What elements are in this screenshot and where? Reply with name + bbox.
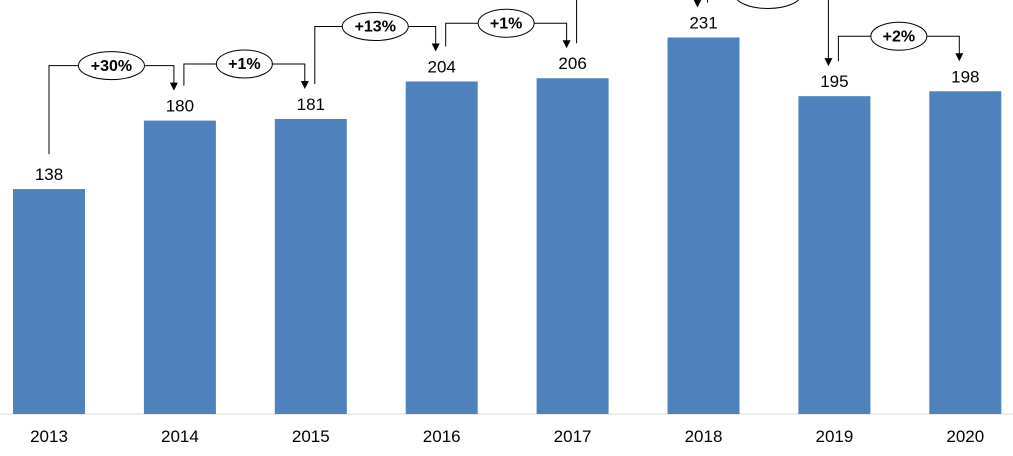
change-oval [736, 0, 799, 9]
bar-2016 [405, 81, 478, 414]
category-label-2017: 2017 [554, 427, 592, 446]
change-connector-2018-2019: -16% [707, 0, 833, 67]
value-label-2018: 231 [689, 13, 717, 32]
bar-2013 [13, 189, 85, 414]
change-label: +30% [91, 58, 132, 75]
value-labels-group: 138 180 181 204 206 231 195 198 [35, 13, 980, 184]
change-oval [341, 11, 409, 41]
category-label-2020: 2020 [946, 427, 984, 446]
change-label: +1% [490, 15, 522, 32]
value-label-2020: 198 [951, 67, 979, 86]
arrow-head-icon [955, 53, 964, 62]
value-label-2014: 180 [166, 97, 194, 116]
change-label: +13% [355, 19, 396, 36]
value-label-2015: 181 [297, 95, 325, 114]
category-label-2015: 2015 [292, 427, 330, 446]
arrow-head-icon [693, 0, 702, 8]
change-connectors-group: +30% +1% +13% +1% +12% -16% +2% [48, 0, 964, 155]
arrow-head-icon [824, 58, 833, 67]
connector-line [707, 0, 829, 61]
value-label-2019: 195 [820, 72, 848, 91]
change-label: +2% [883, 28, 915, 45]
change-oval [477, 8, 535, 38]
arrow-head-icon [169, 82, 178, 91]
bar-2019 [798, 96, 871, 415]
change-connector-2016-2017: +1% [445, 8, 571, 49]
change-label: +1% [228, 56, 260, 73]
value-label-2017: 206 [558, 54, 586, 73]
change-connector-2013-2014: +30% [48, 51, 178, 155]
change-connector-2014-2015: +1% [183, 49, 309, 89]
change-label: -16% [749, 0, 786, 4]
category-labels-group: 2013 2014 2015 2016 2017 2018 2019 2020 [30, 427, 984, 446]
connector-line [576, 0, 698, 44]
change-connector-2017-2018: +12% [576, 0, 702, 44]
value-label-2016: 204 [428, 57, 456, 76]
category-label-2016: 2016 [423, 427, 461, 446]
change-connector-2015-2016: +13% [314, 11, 440, 84]
category-label-2014: 2014 [161, 427, 199, 446]
value-label-2013: 138 [35, 165, 63, 184]
arrow-head-icon [431, 43, 440, 52]
category-label-2018: 2018 [685, 427, 723, 446]
bars-group [13, 37, 1002, 415]
arrow-head-icon [300, 80, 309, 89]
change-oval [870, 21, 928, 51]
bar-2020 [929, 91, 1002, 415]
change-oval [215, 49, 273, 79]
change-oval [77, 51, 145, 81]
bar-2014 [143, 120, 216, 415]
arrow-head-icon [562, 40, 571, 49]
bar-2015 [274, 118, 347, 414]
change-connector-2019-2020: +2% [837, 21, 964, 62]
category-label-2013: 2013 [30, 427, 68, 446]
category-label-2019: 2019 [815, 427, 853, 446]
bar-2017 [536, 78, 609, 415]
bar-2018 [667, 37, 740, 414]
